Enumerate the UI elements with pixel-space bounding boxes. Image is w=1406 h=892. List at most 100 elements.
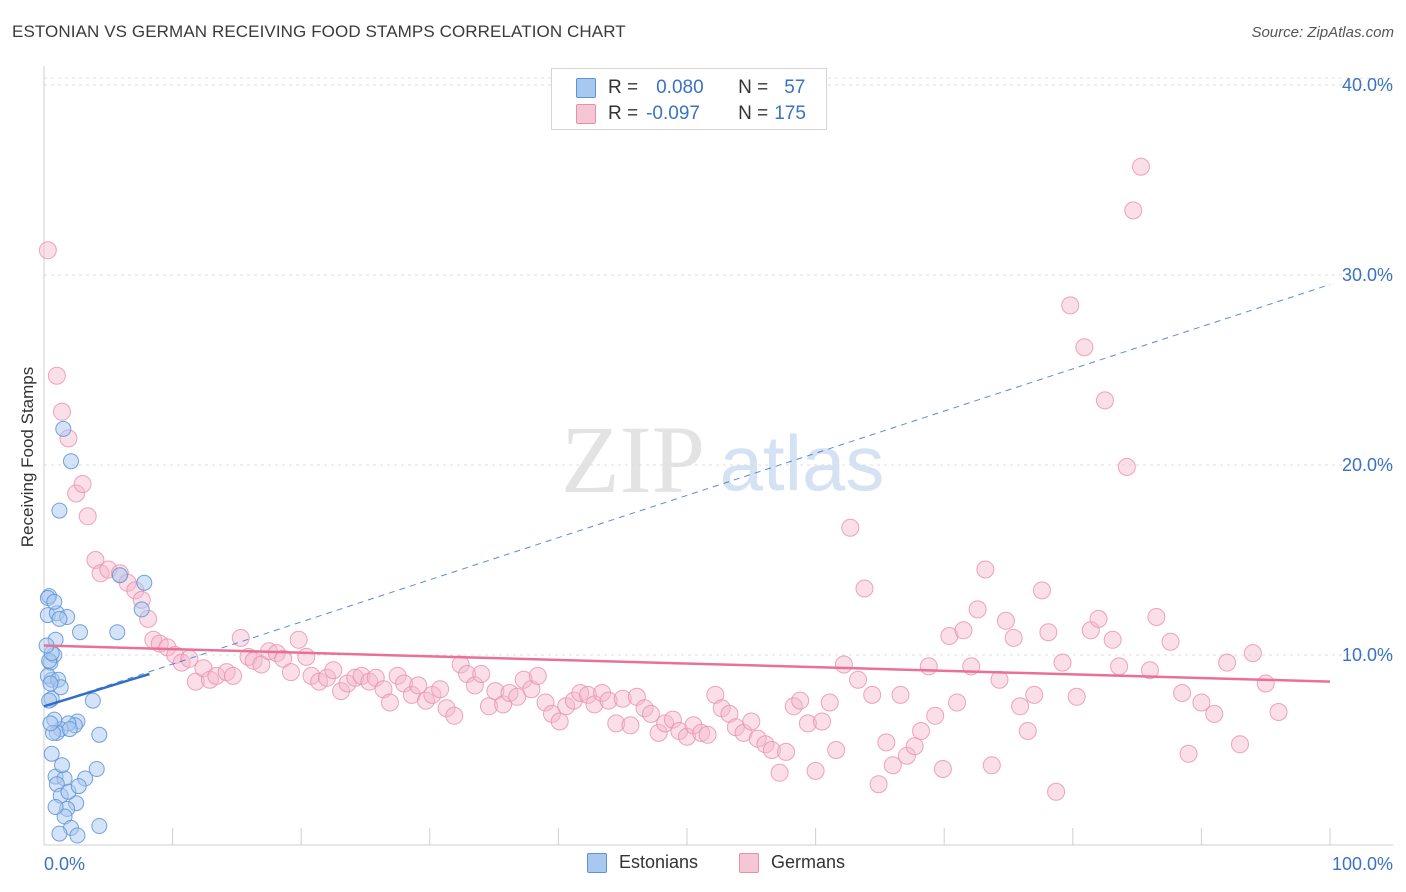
german-point <box>777 742 796 761</box>
german-point <box>479 697 498 716</box>
german-point <box>698 725 717 744</box>
series-legend: Estonians Germans <box>0 852 1406 878</box>
estonian-point <box>63 453 80 470</box>
legend-n-value: 175 <box>774 103 806 124</box>
german-point <box>1095 391 1114 410</box>
german-point <box>281 663 300 682</box>
y-tick-label: 40.0% <box>1342 75 1393 95</box>
german-point <box>883 756 902 775</box>
german-point <box>297 647 316 666</box>
estonian-point <box>51 610 68 627</box>
german-point <box>274 649 293 668</box>
german-point <box>607 714 626 733</box>
german-point <box>289 630 308 649</box>
german-point <box>692 723 711 742</box>
x-tick-label-max: 100.0% <box>1332 854 1393 874</box>
german-point <box>798 714 817 733</box>
german-point <box>954 621 973 640</box>
german-point <box>599 691 618 710</box>
german-point <box>332 682 351 701</box>
german-point <box>834 655 853 674</box>
german-point <box>641 704 660 723</box>
german-point <box>1147 608 1166 626</box>
german-point <box>621 716 640 735</box>
german-point <box>445 706 464 725</box>
estonian-point <box>55 420 72 437</box>
german-point <box>806 761 825 780</box>
german-point <box>409 676 428 695</box>
german-point <box>158 638 177 657</box>
german-point <box>186 672 205 691</box>
german-point <box>67 484 86 503</box>
estonian-trendline-extended <box>43 284 1331 707</box>
german-point <box>1110 657 1129 676</box>
german-point <box>78 507 97 526</box>
german-point <box>1011 697 1030 716</box>
german-point <box>678 727 696 746</box>
german-point <box>1025 685 1044 704</box>
estonian-point <box>111 567 128 584</box>
estonian-point <box>54 757 71 774</box>
estonian-point <box>72 624 89 641</box>
legend-r-value: 0.080 <box>656 77 704 98</box>
german-point <box>324 661 343 680</box>
german-point <box>1075 338 1094 357</box>
german-point <box>528 666 547 685</box>
estonians-legend-swatch <box>587 852 607 873</box>
german-point <box>926 706 945 725</box>
legend-item-germans[interactable]: Germans <box>739 852 845 873</box>
estonian-point <box>69 827 86 844</box>
german-point <box>346 668 365 687</box>
german-point <box>1103 630 1122 649</box>
german-point <box>1089 609 1108 628</box>
german-point <box>437 699 456 718</box>
german-point <box>1039 623 1058 642</box>
estonian-point <box>133 601 150 618</box>
y-tick-label: 30.0% <box>1342 265 1393 285</box>
axis-labels: Receiving Food Stamps 0.0% 100.0% 10.0% 2… <box>18 75 1393 874</box>
germans-legend-label: Germans <box>771 852 846 872</box>
chart-title: ESTONIAN VS GERMAN RECEIVING FOOD STAMPS… <box>12 22 626 41</box>
german-point <box>933 760 952 778</box>
german-point <box>863 685 882 704</box>
german-point <box>317 668 336 687</box>
german-point <box>431 680 450 699</box>
german-point <box>1067 687 1086 706</box>
estonians-swatch <box>576 78 596 98</box>
german-point <box>1018 722 1037 740</box>
german-point <box>571 684 590 702</box>
watermark: ZIP atlas <box>561 406 884 513</box>
german-point <box>536 693 555 712</box>
german-points <box>38 157 1288 801</box>
estonian-point <box>91 726 108 743</box>
german-point <box>877 733 896 752</box>
estonians-legend-label: Estonians <box>619 852 699 872</box>
legend-n-label: N = <box>738 77 769 98</box>
grid <box>44 77 1393 656</box>
legend-r-label: R = <box>608 103 639 124</box>
german-point <box>1256 674 1275 693</box>
german-point <box>968 600 987 619</box>
german-point <box>578 685 597 704</box>
german-point <box>388 666 407 685</box>
legend-item-estonians[interactable]: Estonians <box>587 852 698 873</box>
german-point <box>380 693 399 712</box>
german-point <box>550 712 569 731</box>
german-point <box>38 241 57 260</box>
german-point <box>224 666 243 685</box>
german-point <box>465 676 484 695</box>
german-point <box>1053 653 1072 672</box>
german-point <box>1032 581 1051 600</box>
german-point <box>649 723 668 742</box>
trendlines <box>43 284 1331 708</box>
y-tick-label: 20.0% <box>1342 455 1393 475</box>
german-point <box>684 716 703 735</box>
german-point <box>976 560 995 579</box>
legend-r-label: R = <box>608 77 639 98</box>
german-point <box>897 746 916 765</box>
germans-legend-swatch <box>739 852 759 873</box>
german-point <box>508 687 527 706</box>
german-point <box>813 712 832 731</box>
source-label: Source: ZipAtlas.com <box>1251 24 1394 41</box>
german-point <box>231 628 250 647</box>
